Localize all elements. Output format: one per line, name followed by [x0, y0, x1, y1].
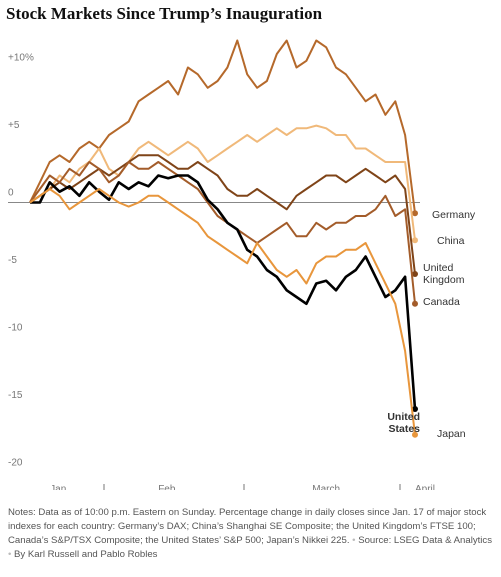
- end-dot: [412, 271, 418, 278]
- series-label: Japan: [437, 428, 466, 440]
- series-label: China: [437, 235, 465, 247]
- source: Source: LSEG Data & Analytics: [358, 535, 493, 546]
- series-line: [29, 124, 416, 241]
- series-line: [29, 188, 416, 435]
- series-line: [30, 174, 417, 410]
- end-dot: [412, 406, 418, 413]
- y-tick-label: +5: [8, 120, 20, 131]
- series-label: Canada: [423, 296, 460, 308]
- end-dot: [412, 431, 418, 438]
- series-label: Germany: [432, 209, 476, 221]
- byline: By Karl Russell and Pablo Robles: [14, 549, 158, 560]
- chart: Stock Markets Since Trump’s Inauguration…: [6, 4, 476, 495]
- x-tick-label: March: [312, 484, 340, 490]
- series-label: United States: [387, 411, 420, 435]
- x-tick-label: April: [415, 484, 435, 490]
- notes-text: Notes: Data as of 10:00 p.m. Eastern on …: [8, 507, 487, 546]
- series-line: [29, 154, 416, 275]
- series-label: United Kingdom: [423, 262, 465, 286]
- x-tick-label: Jan.: [50, 484, 69, 490]
- series-line: [29, 39, 416, 214]
- end-dot: [412, 237, 418, 244]
- y-tick-label: -10: [8, 323, 23, 334]
- end-dot: [412, 300, 418, 307]
- y-tick-label: -20: [8, 458, 23, 469]
- chart-title: Stock Markets Since Trump’s Inauguration: [6, 4, 323, 23]
- y-tick-label: -5: [8, 255, 17, 266]
- y-tick-label: -15: [8, 390, 23, 401]
- y-tick-label: 0: [8, 188, 14, 199]
- end-dot: [412, 210, 418, 217]
- series-line: [29, 161, 416, 304]
- plot: +10% +5 0 -5 -10 -15 -20 Jan. Feb. March April: [8, 39, 435, 495]
- x-tick-label: Feb.: [158, 484, 178, 490]
- y-tick-label: +10%: [8, 53, 34, 64]
- notes: Notes: Data as of 10:00 p.m. Eastern on …: [8, 507, 493, 560]
